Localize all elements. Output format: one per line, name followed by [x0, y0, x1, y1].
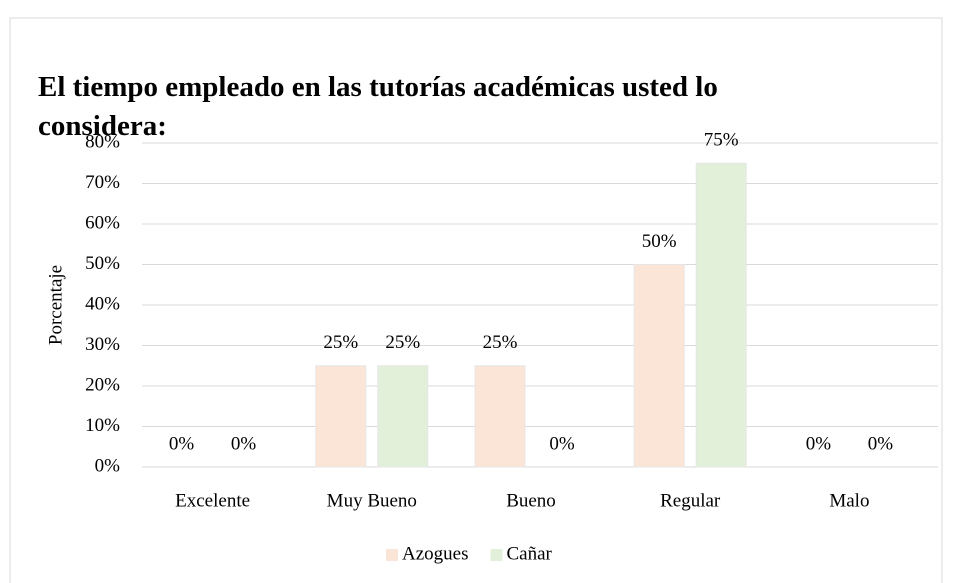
bar — [633, 264, 685, 468]
y-tick-label: 10% — [85, 415, 120, 436]
y-tick-label: 70% — [85, 172, 120, 193]
y-tick-label: 50% — [85, 253, 120, 274]
y-tick-label: 30% — [85, 334, 120, 355]
value-label: 0% — [806, 433, 832, 454]
value-label: 0% — [549, 433, 575, 454]
legend-swatch — [490, 549, 503, 561]
y-tick-label: 0% — [95, 455, 121, 476]
chart-border — [9, 17, 943, 583]
chart-title: El tiempo empleado en las tutorías acadé… — [38, 71, 718, 142]
value-label: 25% — [323, 332, 358, 353]
value-label: 0% — [231, 433, 257, 454]
legend-label: Azogues — [402, 543, 468, 564]
value-label: 0% — [868, 433, 894, 454]
value-label: 75% — [704, 130, 739, 151]
value-label: 50% — [642, 231, 677, 252]
y-tick-label: 60% — [85, 212, 120, 233]
x-tick-label: Excelente — [175, 490, 250, 511]
y-axis-label: Porcentaje — [45, 265, 66, 345]
value-label: 25% — [385, 332, 420, 353]
value-label: 25% — [483, 332, 518, 353]
x-tick-label: Regular — [660, 490, 721, 511]
value-label: 0% — [169, 433, 195, 454]
x-tick-label: Bueno — [506, 490, 556, 511]
bar — [315, 365, 367, 468]
y-tick-label: 20% — [85, 374, 120, 395]
x-tick-label: Malo — [829, 490, 869, 511]
bar — [695, 162, 747, 468]
bar — [474, 365, 526, 468]
legend-swatch — [386, 549, 398, 561]
y-tick-label: 80% — [85, 131, 120, 152]
x-tick-label: Muy Bueno — [327, 490, 417, 511]
bar — [377, 365, 429, 468]
y-tick-label: 40% — [85, 293, 120, 314]
legend-label: Cañar — [506, 543, 552, 564]
